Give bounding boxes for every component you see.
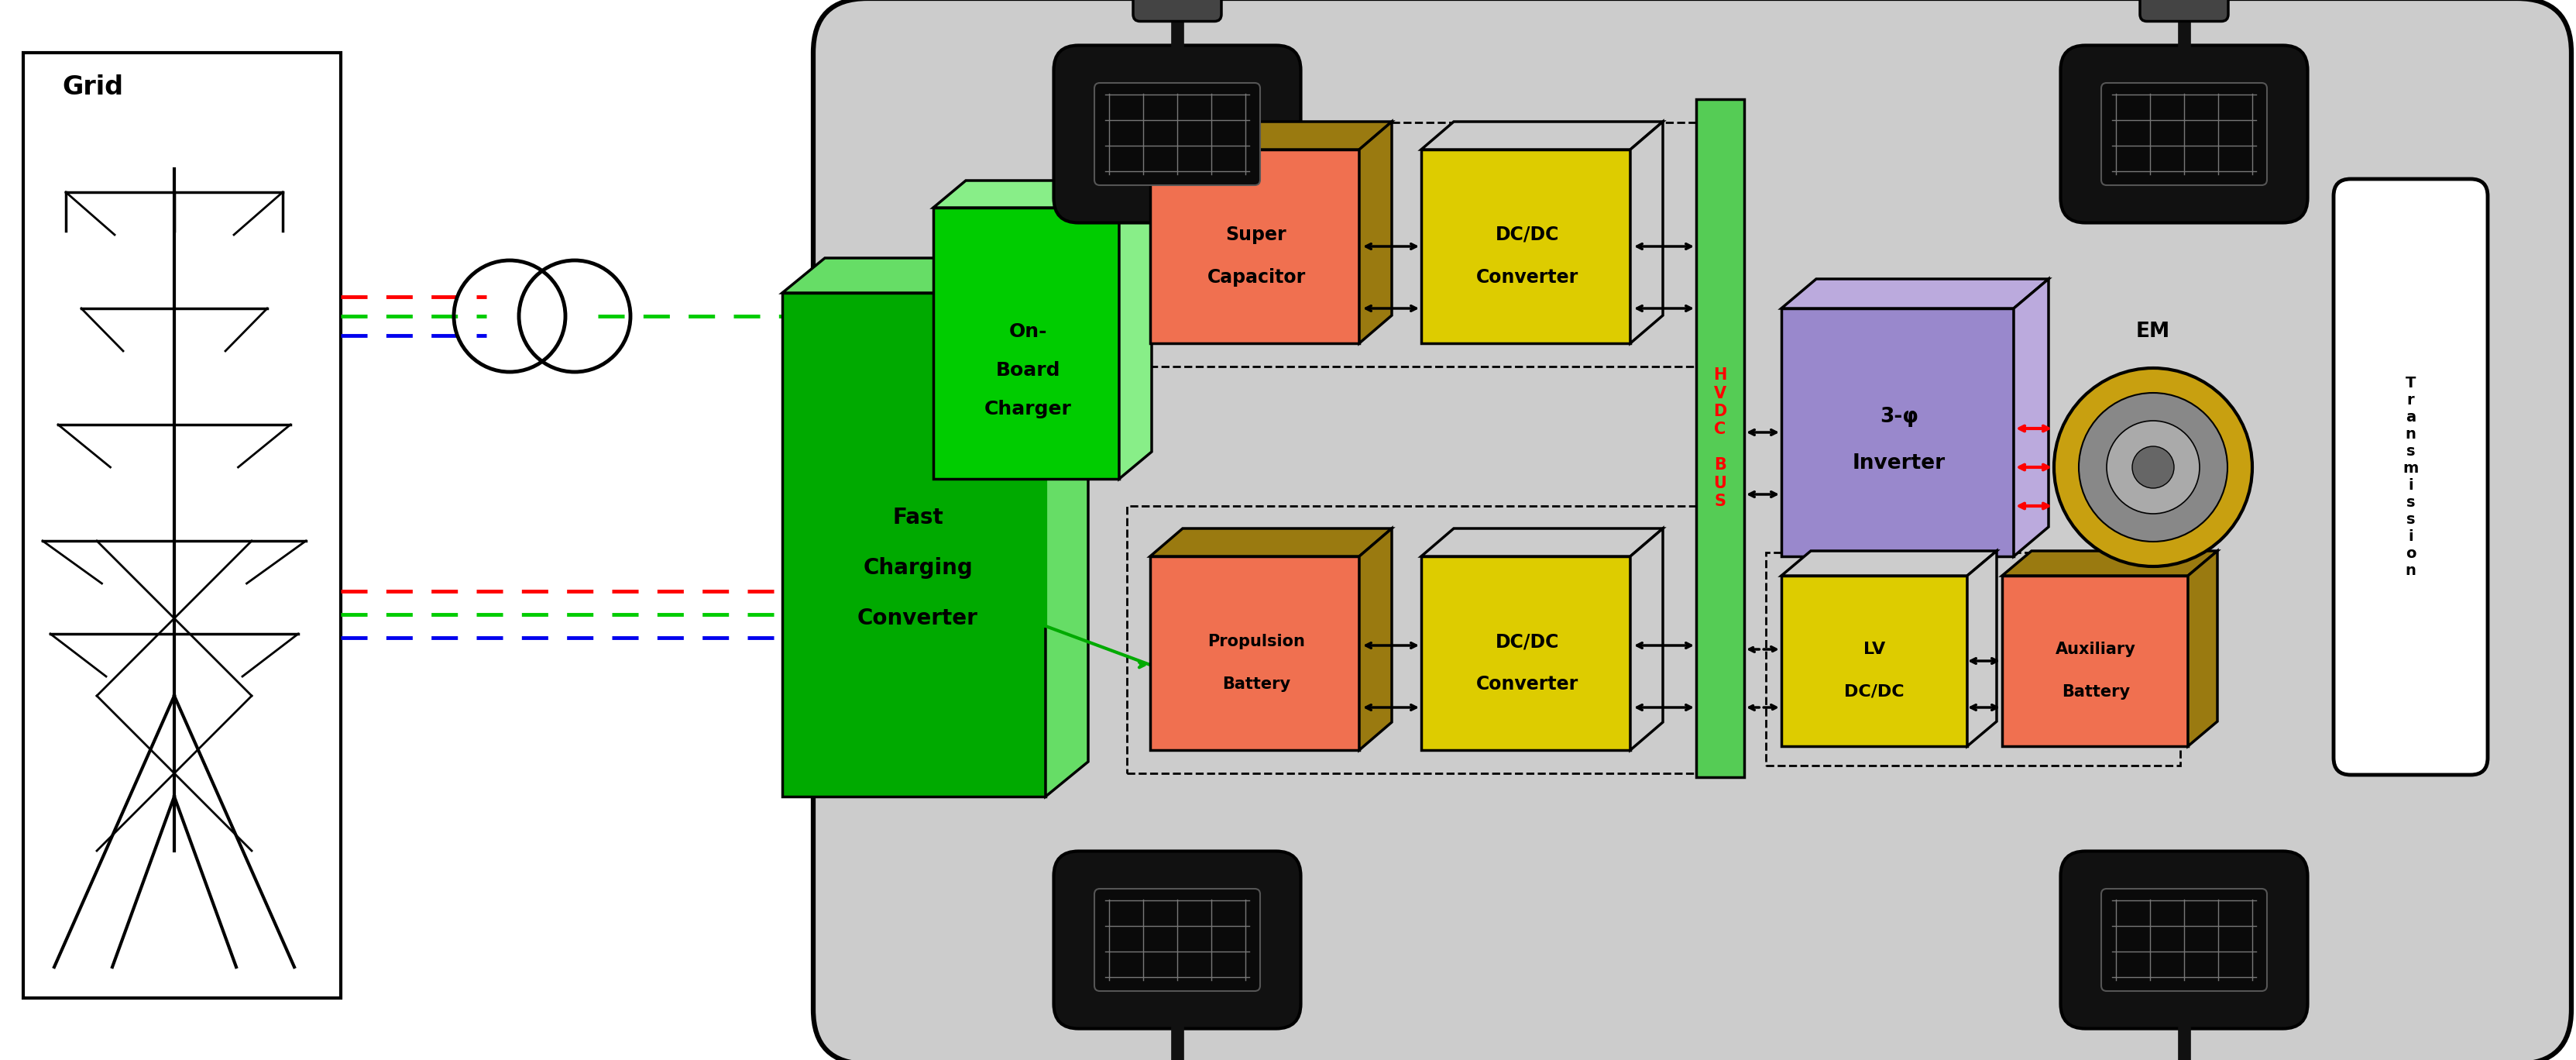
Text: Charging: Charging: [863, 558, 974, 579]
Circle shape: [2079, 393, 2228, 542]
Text: Super: Super: [1226, 226, 1285, 244]
Bar: [1126, 506, 1700, 774]
Bar: [1695, 100, 1744, 777]
Polygon shape: [1783, 576, 1968, 746]
Text: DC/DC: DC/DC: [1497, 226, 1558, 244]
Text: DC/DC: DC/DC: [1497, 632, 1558, 651]
FancyBboxPatch shape: [814, 0, 2571, 1060]
Text: Fast: Fast: [891, 507, 943, 529]
Text: T
r
a
n
s
m
i
s
s
i
o
n: T r a n s m i s s i o n: [2403, 376, 2419, 578]
Polygon shape: [1631, 122, 1664, 343]
Polygon shape: [1046, 258, 1087, 796]
FancyBboxPatch shape: [1054, 46, 1301, 223]
Polygon shape: [1422, 122, 1664, 149]
Text: Inverter: Inverter: [1852, 454, 1945, 474]
Polygon shape: [1149, 122, 1391, 149]
FancyBboxPatch shape: [2102, 888, 2267, 991]
Text: Converter: Converter: [1476, 268, 1579, 286]
Polygon shape: [933, 208, 1118, 479]
FancyBboxPatch shape: [1095, 888, 1260, 991]
Text: Converter: Converter: [1476, 675, 1579, 693]
Circle shape: [2053, 368, 2251, 566]
Polygon shape: [1783, 551, 1996, 576]
Polygon shape: [1149, 149, 1360, 343]
FancyBboxPatch shape: [2141, 0, 2228, 21]
Polygon shape: [1149, 529, 1391, 556]
Text: Auxiliary: Auxiliary: [2056, 641, 2136, 657]
Polygon shape: [2002, 551, 2218, 576]
Text: EM: EM: [2136, 321, 2169, 341]
Polygon shape: [1422, 529, 1664, 556]
FancyBboxPatch shape: [2334, 179, 2488, 775]
Polygon shape: [1360, 122, 1391, 343]
Polygon shape: [1422, 149, 1631, 343]
Circle shape: [2133, 446, 2174, 489]
Polygon shape: [1118, 180, 1151, 479]
Polygon shape: [1360, 529, 1391, 750]
Polygon shape: [1783, 279, 2048, 308]
Text: Charger: Charger: [984, 400, 1072, 419]
Polygon shape: [2014, 279, 2048, 557]
Text: Capacitor: Capacitor: [1208, 268, 1306, 286]
Text: DC/DC: DC/DC: [1844, 684, 1904, 700]
Polygon shape: [1783, 308, 2014, 557]
FancyBboxPatch shape: [1133, 0, 1221, 21]
Polygon shape: [933, 180, 1151, 208]
Text: Battery: Battery: [1221, 676, 1291, 692]
Bar: [1767, 552, 2179, 765]
Text: Converter: Converter: [858, 607, 979, 630]
Polygon shape: [783, 258, 1087, 293]
FancyBboxPatch shape: [2102, 83, 2267, 186]
Polygon shape: [1968, 551, 1996, 746]
Polygon shape: [2002, 576, 2187, 746]
Text: On-: On-: [1010, 322, 1046, 341]
Polygon shape: [783, 293, 1046, 796]
Polygon shape: [2187, 551, 2218, 746]
Text: Board: Board: [994, 361, 1061, 379]
Text: Propulsion: Propulsion: [1208, 634, 1306, 650]
Polygon shape: [1422, 557, 1631, 750]
Text: Grid: Grid: [62, 75, 124, 101]
Text: H
V
D
C

B
U
S: H V D C B U S: [1713, 368, 1726, 509]
FancyBboxPatch shape: [1095, 83, 1260, 186]
Polygon shape: [1631, 529, 1664, 750]
Text: Battery: Battery: [2061, 684, 2130, 700]
Polygon shape: [1149, 557, 1360, 750]
FancyBboxPatch shape: [2061, 46, 2308, 223]
FancyBboxPatch shape: [1054, 851, 1301, 1028]
Text: LV: LV: [1862, 641, 1886, 657]
FancyBboxPatch shape: [2061, 851, 2308, 1028]
Text: 3-φ: 3-φ: [1880, 407, 1919, 427]
Bar: [23, 53, 340, 999]
Circle shape: [2107, 421, 2200, 514]
Bar: [1126, 122, 1700, 367]
